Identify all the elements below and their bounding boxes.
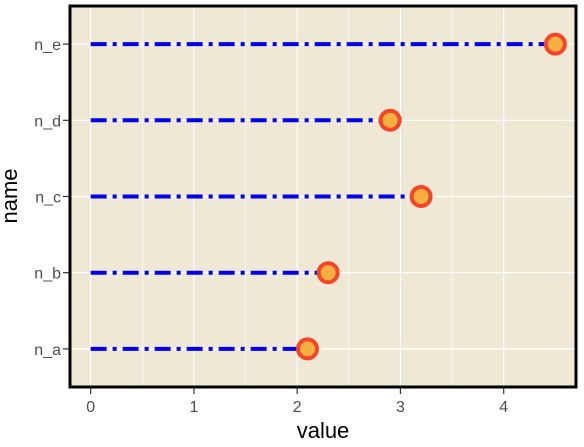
y-axis-title: name xyxy=(0,168,22,223)
lollipop-point-n_d xyxy=(378,108,402,132)
x-tick-label: 4 xyxy=(499,399,508,416)
y-tick-label: n_c xyxy=(35,190,61,207)
y-tick-label: n_a xyxy=(34,342,61,359)
lollipop-point-n_b xyxy=(316,261,340,285)
panel-border xyxy=(68,4,578,389)
x-tick-label: 3 xyxy=(396,399,405,416)
y-tick-label: n_d xyxy=(34,113,61,130)
x-tick-label: 2 xyxy=(293,399,302,416)
axes: 0 1 2 3 4 n_a n_b n_c n_d n_e xyxy=(34,37,508,416)
x-tick-label: 1 xyxy=(189,399,198,416)
lollipop-point-n_a xyxy=(296,337,320,361)
lollipop-point-n_c xyxy=(409,185,433,208)
y-tick-label: n_b xyxy=(34,266,61,283)
y-tick-label: n_e xyxy=(34,37,61,54)
lollipop-point-n_e xyxy=(543,32,567,56)
data-marks xyxy=(90,32,567,361)
x-tick-label: 0 xyxy=(86,399,95,416)
x-axis-title: value xyxy=(297,418,350,443)
